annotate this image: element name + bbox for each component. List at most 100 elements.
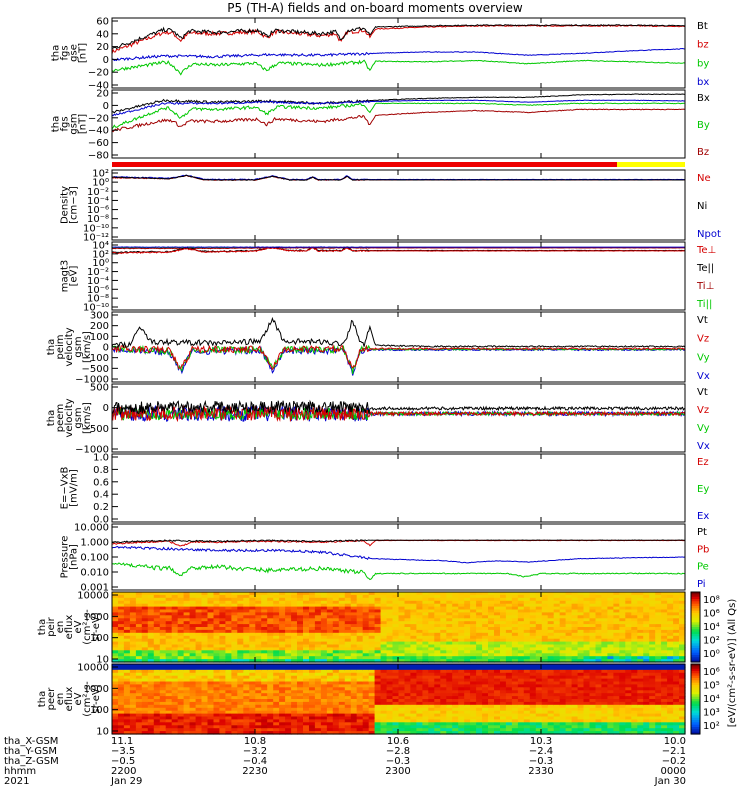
ylabel-peer-spec: eV bbox=[73, 692, 84, 705]
ytick-fgs-gsm: −80 bbox=[88, 151, 109, 162]
ytick-efield: 0.2 bbox=[93, 502, 109, 513]
trace-bt bbox=[111, 24, 686, 50]
legend-pressure: Pb bbox=[697, 544, 709, 555]
ytick-peir-spec: 100 bbox=[90, 633, 109, 644]
ytick-temperature: 10⁻⁸ bbox=[87, 294, 109, 305]
ytick-density: 10² bbox=[92, 169, 109, 180]
ytick-efield: 0.8 bbox=[93, 465, 109, 476]
ytick-temperature: 10⁻¹⁰ bbox=[83, 303, 109, 314]
legend-temperature: Ti⊥ bbox=[696, 281, 714, 292]
ylabel-peir-spec: eV bbox=[73, 620, 84, 633]
ytick-peim-velocity: −1000 bbox=[75, 375, 109, 386]
colorbar-tick: 10⁰ bbox=[703, 649, 720, 660]
xaxis-tick-label: 10.3 bbox=[530, 736, 552, 747]
ylabel-fgs-gse: tha bbox=[51, 45, 62, 61]
ytick-fgs-gsm: 0 bbox=[103, 101, 109, 112]
trace-peim-vz bbox=[111, 344, 686, 371]
xaxis-tick-label: 2300 bbox=[385, 766, 410, 777]
ytick-peer-spec: 1000 bbox=[84, 684, 109, 695]
ylabel-peim-velocity: peim bbox=[55, 334, 66, 359]
colorbar-tick: 10⁵ bbox=[703, 681, 720, 692]
legend-temperature: Te|| bbox=[696, 263, 714, 274]
colorbar-lower bbox=[691, 664, 700, 735]
ytick-peem-velocity: −1000 bbox=[75, 445, 109, 456]
ylabel-fgs-gsm: tha bbox=[51, 116, 62, 132]
ytick-density: 10⁻⁸ bbox=[87, 214, 109, 225]
panel-frame-pressure bbox=[111, 523, 686, 591]
xaxis-tick-label: −0.3 bbox=[386, 756, 410, 767]
legend-peem-velocity: Vx bbox=[697, 441, 710, 452]
ytick-fgs-gse: 60 bbox=[96, 17, 109, 28]
ylabel-peim-velocity: gsm bbox=[73, 336, 84, 357]
ytick-efield: 0.0 bbox=[93, 515, 109, 526]
xaxis-row-label: hhmm bbox=[4, 766, 36, 777]
ylabel-peir-spec: sr-eV) bbox=[91, 612, 102, 641]
trace-peim-vx bbox=[111, 345, 686, 376]
legend-efield: Ey bbox=[697, 484, 709, 495]
legend-fgs-gsm: By bbox=[697, 120, 710, 131]
ylabel-fgs-gsm: [nT] bbox=[78, 114, 89, 134]
ylabel-temperature: magt3 bbox=[60, 260, 71, 293]
peer-spectrogram bbox=[112, 664, 686, 735]
ylabel-fgs-gse: [nT] bbox=[78, 43, 89, 63]
trace-pt bbox=[111, 539, 685, 544]
ytick-pressure: 0.010 bbox=[80, 568, 109, 579]
legend-temperature: Te⊥ bbox=[696, 245, 716, 256]
ytick-peem-velocity: 500 bbox=[90, 383, 109, 394]
ylabel-fgs-gse: fgs bbox=[60, 45, 71, 60]
ylabel-peer-spec: (cm²-s- bbox=[82, 681, 93, 717]
xaxis-tick-label: 0000 bbox=[661, 766, 686, 777]
legend-peim-velocity: Vt bbox=[697, 315, 708, 326]
ytick-fgs-gse: −20 bbox=[88, 68, 109, 79]
ylabel-peem-velocity: gsm bbox=[73, 407, 84, 428]
legend-pressure: Pi bbox=[697, 579, 706, 590]
legend-density: Ni bbox=[697, 201, 707, 212]
ylabel-density: Density bbox=[60, 186, 71, 224]
xaxis-tick-label: −2.8 bbox=[386, 746, 410, 757]
legend-peem-velocity: Vz bbox=[697, 405, 709, 416]
ytick-fgs-gsm: −60 bbox=[88, 138, 109, 149]
ylabel-pressure: Pressure bbox=[60, 536, 71, 579]
ytick-density: 10⁻¹² bbox=[83, 233, 109, 244]
xaxis-tick-label: Jan 30 bbox=[654, 776, 686, 787]
legend-peim-velocity: Vx bbox=[697, 371, 710, 382]
ylabel-fgs-gse: gse bbox=[69, 44, 80, 62]
trace-peim-vt bbox=[111, 316, 686, 349]
ylabel-peir-spec: en bbox=[55, 621, 66, 634]
ytick-fgs-gsm: −40 bbox=[88, 126, 109, 137]
colorbar-tick: 10² bbox=[703, 636, 720, 647]
ylabel-peir-spec: eflux bbox=[64, 615, 75, 640]
ylabel-efield: E=−VxB bbox=[60, 467, 71, 510]
trace-gsm-bz bbox=[111, 108, 686, 133]
legend-density: Ne bbox=[697, 173, 711, 184]
colorbar-tick: 10² bbox=[703, 721, 720, 732]
trace-gsm-bx bbox=[111, 93, 686, 114]
ytick-pressure: 0.001 bbox=[80, 583, 109, 594]
trace-ni bbox=[111, 174, 685, 181]
legend-temperature: Ti|| bbox=[696, 299, 712, 310]
ytick-fgs-gse: −40 bbox=[88, 81, 109, 92]
ytick-peer-spec: 100 bbox=[90, 705, 109, 716]
xaxis-tick-label: 2230 bbox=[242, 766, 267, 777]
colorbar-tick: 10³ bbox=[703, 708, 720, 719]
trace-pe bbox=[111, 562, 686, 581]
legend-fgs-gsm: Bz bbox=[697, 147, 709, 158]
xaxis-row-label: tha_X-GSM bbox=[4, 736, 58, 747]
legend-peim-velocity: Vy bbox=[697, 352, 710, 363]
trace-bz bbox=[111, 24, 686, 55]
colorbar-label: [eV/(cm²-s-sr-eV)] (All Qs) bbox=[727, 599, 738, 728]
ytick-efield: 0.4 bbox=[93, 490, 109, 501]
xaxis-tick-label: −2.4 bbox=[529, 746, 553, 757]
legend-peim-velocity: Vz bbox=[697, 334, 709, 345]
ytick-peer-spec: 10000 bbox=[77, 663, 109, 674]
trace-bx-green bbox=[111, 59, 686, 76]
xaxis-row-label: 2021 bbox=[4, 776, 29, 787]
ytick-temperature: 10⁻⁴ bbox=[87, 276, 109, 287]
legend-peem-velocity: Vt bbox=[697, 387, 708, 398]
ytick-fgs-gse: 40 bbox=[96, 29, 109, 40]
legend-fgs-gse: Bt bbox=[697, 21, 708, 32]
colorbar-tick: 10⁶ bbox=[703, 667, 720, 678]
colorbar-tick: 10⁴ bbox=[703, 622, 720, 633]
ytick-density: 10⁰ bbox=[92, 178, 109, 189]
